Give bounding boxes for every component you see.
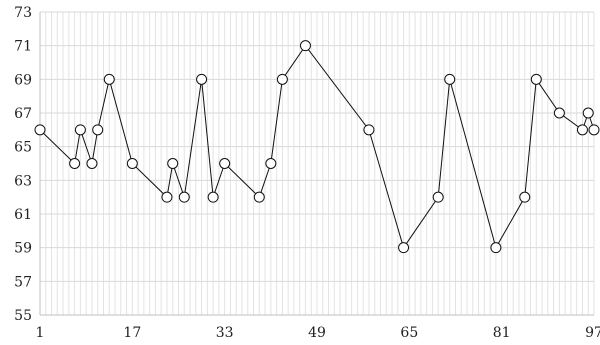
data-point-marker [161,191,173,203]
x-tick-label: 97 [585,325,600,341]
axes [39,12,594,316]
data-point-marker [178,191,190,203]
x-tick-label: 1 [36,325,45,341]
y-tick-label: 67 [14,106,32,122]
y-tick-label: 73 [14,5,32,21]
data-point-marker [588,124,600,136]
y-tick-label: 61 [14,207,32,223]
data-point-marker [167,158,179,169]
data-point-marker [86,158,98,169]
y-tick-label: 63 [14,173,32,189]
data-point-marker [398,242,410,254]
y-tick-label: 71 [14,39,32,55]
data-point-marker [432,191,444,203]
data-point-marker [363,124,375,136]
data-point-marker [444,73,456,85]
data-point-marker [126,158,138,169]
data-point-marker [276,73,288,85]
x-tick-label: 33 [216,325,234,341]
series [34,40,600,254]
data-point-marker [69,158,81,169]
data-point-marker [490,242,502,254]
data-point-marker [74,124,86,136]
series-line [39,44,595,249]
data-point-marker [576,124,588,136]
y-axis-tick-labels: 55 57 59 61 63 65 67 69 71 73 [14,5,32,324]
x-tick-label: 17 [123,325,141,341]
x-tick-label: 81 [493,325,511,341]
y-tick-label: 69 [14,72,32,88]
data-point-marker [519,191,531,203]
y-tick-label: 59 [14,241,32,257]
data-point-marker [92,124,104,136]
x-tick-label: 49 [308,325,326,341]
data-point-marker [253,191,265,203]
x-axis-tick-labels: 1 17 33 49 65 81 97 [36,325,600,341]
data-point-marker [582,107,594,119]
data-point-marker [196,73,208,85]
data-point-marker [553,107,565,119]
data-point-marker [219,158,231,169]
data-point-marker [530,73,542,85]
data-point-marker [34,124,46,136]
data-point-marker [265,158,277,169]
y-tick-label: 65 [14,140,32,156]
grid [39,11,595,316]
data-point-marker [103,73,115,85]
y-tick-label: 57 [14,274,32,290]
y-tick-label: 55 [14,308,32,324]
data-point-marker [299,40,311,52]
data-point-marker [207,191,219,203]
x-tick-label: 65 [400,325,418,341]
